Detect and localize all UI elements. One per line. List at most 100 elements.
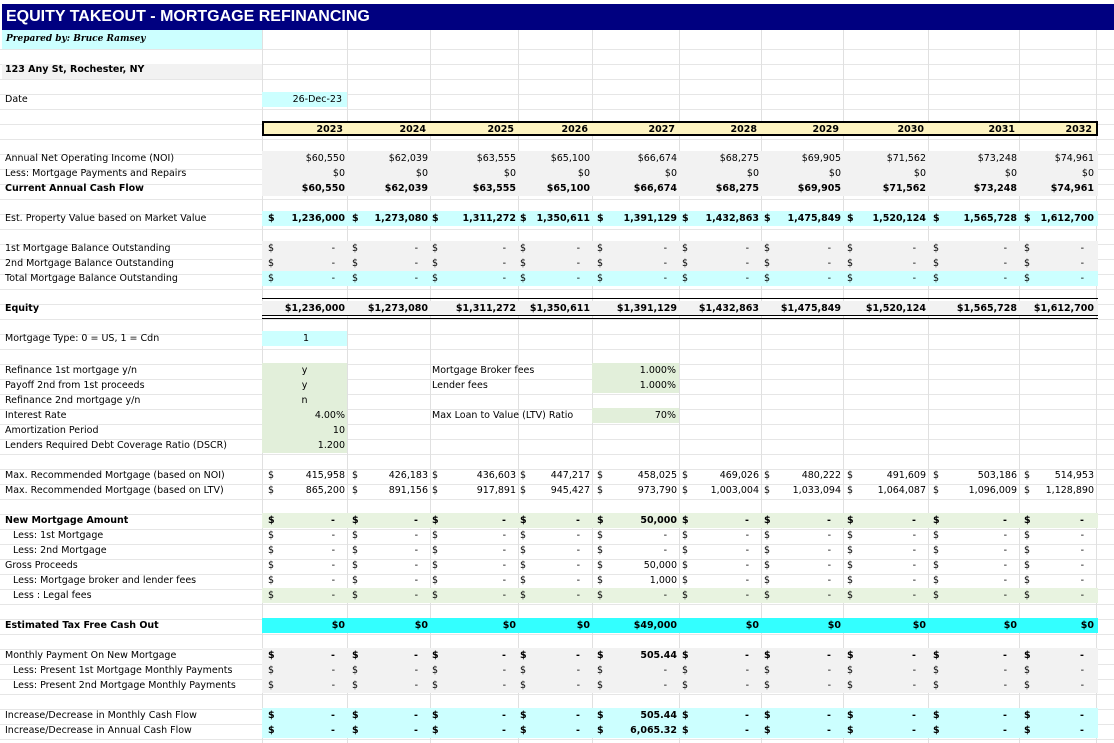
property-value-2023[interactable]: 1,236,000: [291, 213, 346, 224]
property-value-2031[interactable]: 1,565,728: [963, 213, 1018, 224]
maxltv-value-2028[interactable]: 1,003,004: [710, 485, 759, 496]
gross-value-2026[interactable]: -: [576, 560, 580, 571]
cashflow-value-2026[interactable]: $65,100: [546, 183, 590, 194]
less2-value-2027[interactable]: -: [663, 545, 667, 556]
monthly-value-2025[interactable]: -: [502, 650, 506, 661]
cashflow-value-2023[interactable]: $60,550: [301, 183, 345, 194]
m1-value-2026[interactable]: -: [576, 243, 580, 254]
prepared-by[interactable]: Prepared by: Bruce Ramsey: [2, 30, 262, 49]
less2-value-2029[interactable]: -: [827, 545, 831, 556]
legal-value-2032[interactable]: -: [1080, 590, 1084, 601]
monthly-value-2023[interactable]: -: [331, 650, 335, 661]
less2-value-2030[interactable]: -: [912, 545, 916, 556]
monthly-value-2026[interactable]: -: [576, 650, 580, 661]
less2-value-2023[interactable]: -: [331, 545, 335, 556]
incm-value-2023[interactable]: -: [331, 710, 335, 721]
maxnoi-value-2023[interactable]: 415,958: [305, 470, 345, 481]
legal-value-2026[interactable]: -: [576, 590, 580, 601]
incm-value-2027[interactable]: 505.44: [640, 710, 677, 721]
noi-value-2027[interactable]: $66,674: [637, 153, 677, 164]
pm1-value-2026[interactable]: -: [576, 665, 580, 676]
cashflow-value-2025[interactable]: $63,555: [472, 183, 516, 194]
maxltv-value-2024[interactable]: 891,156: [388, 485, 428, 496]
less1-value-2029[interactable]: -: [827, 530, 831, 541]
equity-value-2032[interactable]: $1,612,700: [1033, 303, 1094, 314]
inca-value-2032[interactable]: -: [1080, 725, 1084, 736]
noi-value-2023[interactable]: $60,550: [305, 153, 345, 164]
monthly-value-2029[interactable]: -: [827, 650, 831, 661]
equity-value-2029[interactable]: $1,475,849: [780, 303, 841, 314]
legal-value-2027[interactable]: -: [663, 590, 667, 601]
incm-value-2024[interactable]: -: [414, 710, 418, 721]
gross-value-2031[interactable]: -: [1003, 560, 1007, 571]
newmort-value-2029[interactable]: -: [827, 515, 831, 526]
m1-value-2023[interactable]: -: [331, 243, 335, 254]
pm2-value-2032[interactable]: -: [1080, 680, 1084, 691]
taxfree-value-2031[interactable]: $0: [1003, 620, 1017, 631]
cashflow-value-2030[interactable]: $71,562: [882, 183, 926, 194]
inca-value-2031[interactable]: -: [1003, 725, 1007, 736]
payments-value-2031[interactable]: $0: [1004, 168, 1017, 179]
payments-value-2024[interactable]: $0: [415, 168, 428, 179]
equity-value-2023[interactable]: $1,236,000: [284, 303, 345, 314]
taxfree-value-2023[interactable]: $0: [331, 620, 345, 631]
noi-value-2032[interactable]: $74,961: [1054, 153, 1094, 164]
mtot-value-2025[interactable]: -: [502, 273, 506, 284]
pm1-value-2031[interactable]: -: [1003, 665, 1007, 676]
newmort-value-2023[interactable]: -: [331, 515, 335, 526]
less2-value-2025[interactable]: -: [502, 545, 506, 556]
inca-value-2023[interactable]: -: [331, 725, 335, 736]
newmort-value-2032[interactable]: -: [1080, 515, 1084, 526]
maxltv-value-2026[interactable]: 945,427: [550, 485, 590, 496]
cashflow-value-2029[interactable]: $69,905: [797, 183, 841, 194]
legal-value-2024[interactable]: -: [414, 590, 418, 601]
maxnoi-value-2025[interactable]: 436,603: [476, 470, 516, 481]
gross-value-2032[interactable]: -: [1080, 560, 1084, 571]
brokerfees-value-2030[interactable]: -: [912, 575, 916, 586]
gross-value-2029[interactable]: -: [827, 560, 831, 571]
m1-value-2031[interactable]: -: [1003, 243, 1007, 254]
inca-value-2027[interactable]: 6,065.32: [630, 725, 677, 736]
maxltv-value-2025[interactable]: 917,891: [476, 485, 516, 496]
m1-value-2030[interactable]: -: [912, 243, 916, 254]
gross-value-2025[interactable]: -: [502, 560, 506, 571]
m1-value-2025[interactable]: -: [502, 243, 506, 254]
payments-value-2027[interactable]: $0: [664, 168, 677, 179]
payments-value-2026[interactable]: $0: [577, 168, 590, 179]
mtot-value-2031[interactable]: -: [1003, 273, 1007, 284]
noi-value-2028[interactable]: $68,275: [719, 153, 759, 164]
fee-value-0[interactable]: 1.000%: [639, 365, 676, 376]
maxnoi-value-2032[interactable]: 514,953: [1054, 470, 1094, 481]
address[interactable]: 123 Any St, Rochester, NY: [5, 64, 145, 75]
equity-value-2030[interactable]: $1,520,124: [865, 303, 926, 314]
payments-value-2025[interactable]: $0: [503, 168, 516, 179]
less2-value-2024[interactable]: -: [414, 545, 418, 556]
pm1-value-2028[interactable]: -: [745, 665, 749, 676]
incm-value-2031[interactable]: -: [1003, 710, 1007, 721]
mtot-value-2024[interactable]: -: [414, 273, 418, 284]
pm2-value-2026[interactable]: -: [576, 680, 580, 691]
input-value-1[interactable]: y: [301, 380, 308, 391]
pm1-value-2030[interactable]: -: [912, 665, 916, 676]
mortgage-type-value[interactable]: 1: [302, 333, 309, 344]
taxfree-value-2027[interactable]: $49,000: [633, 620, 677, 631]
mtot-value-2029[interactable]: -: [827, 273, 831, 284]
incm-value-2030[interactable]: -: [912, 710, 916, 721]
inca-value-2028[interactable]: -: [745, 725, 749, 736]
legal-value-2029[interactable]: -: [827, 590, 831, 601]
maxltv-value-2031[interactable]: 1,096,009: [968, 485, 1017, 496]
taxfree-value-2028[interactable]: $0: [745, 620, 759, 631]
pm1-value-2025[interactable]: -: [502, 665, 506, 676]
maxltv-value-2030[interactable]: 1,064,087: [877, 485, 926, 496]
monthly-value-2032[interactable]: -: [1080, 650, 1084, 661]
equity-value-2025[interactable]: $1,311,272: [455, 303, 516, 314]
less1-value-2026[interactable]: -: [576, 530, 580, 541]
pm2-value-2030[interactable]: -: [912, 680, 916, 691]
equity-value-2028[interactable]: $1,432,863: [698, 303, 759, 314]
m2-value-2028[interactable]: -: [745, 258, 749, 269]
pm1-value-2024[interactable]: -: [414, 665, 418, 676]
maxltv-value-2027[interactable]: 973,790: [637, 485, 677, 496]
property-value-2030[interactable]: 1,520,124: [872, 213, 927, 224]
taxfree-value-2024[interactable]: $0: [414, 620, 428, 631]
taxfree-value-2030[interactable]: $0: [912, 620, 926, 631]
